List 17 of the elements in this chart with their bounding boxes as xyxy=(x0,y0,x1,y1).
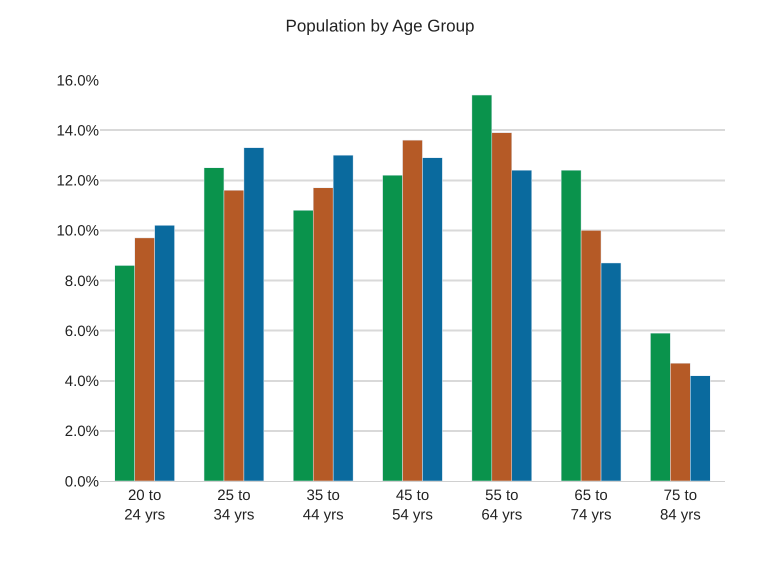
y-tick-label: 10.0% xyxy=(56,222,99,240)
x-tick-label: 35 to 44 yrs xyxy=(302,487,344,524)
y-tick-label: 8.0% xyxy=(64,272,99,290)
x-tick-label: 20 to 24 yrs xyxy=(124,487,166,524)
x-tick-label: 65 to 74 yrs xyxy=(570,487,612,524)
y-tick-label: 6.0% xyxy=(64,322,99,340)
y-tick-label: 2.0% xyxy=(64,423,99,440)
x-tick-label: 25 to 34 yrs xyxy=(214,487,254,524)
y-tick-label: 12.0% xyxy=(56,172,99,190)
chart-title: Population by Age Group xyxy=(285,16,475,36)
y-tick-label: 14.0% xyxy=(56,122,99,140)
y-tick-label: 16.0% xyxy=(56,72,99,90)
y-tick-label: 4.0% xyxy=(64,373,99,390)
x-tick-label: 75 to 84 yrs xyxy=(660,487,701,524)
x-tick-label: 55 to 64 yrs xyxy=(481,487,522,524)
x-tick-label: 45 to 54 yrs xyxy=(392,487,433,524)
y-tick-label: 0.0% xyxy=(64,473,99,490)
